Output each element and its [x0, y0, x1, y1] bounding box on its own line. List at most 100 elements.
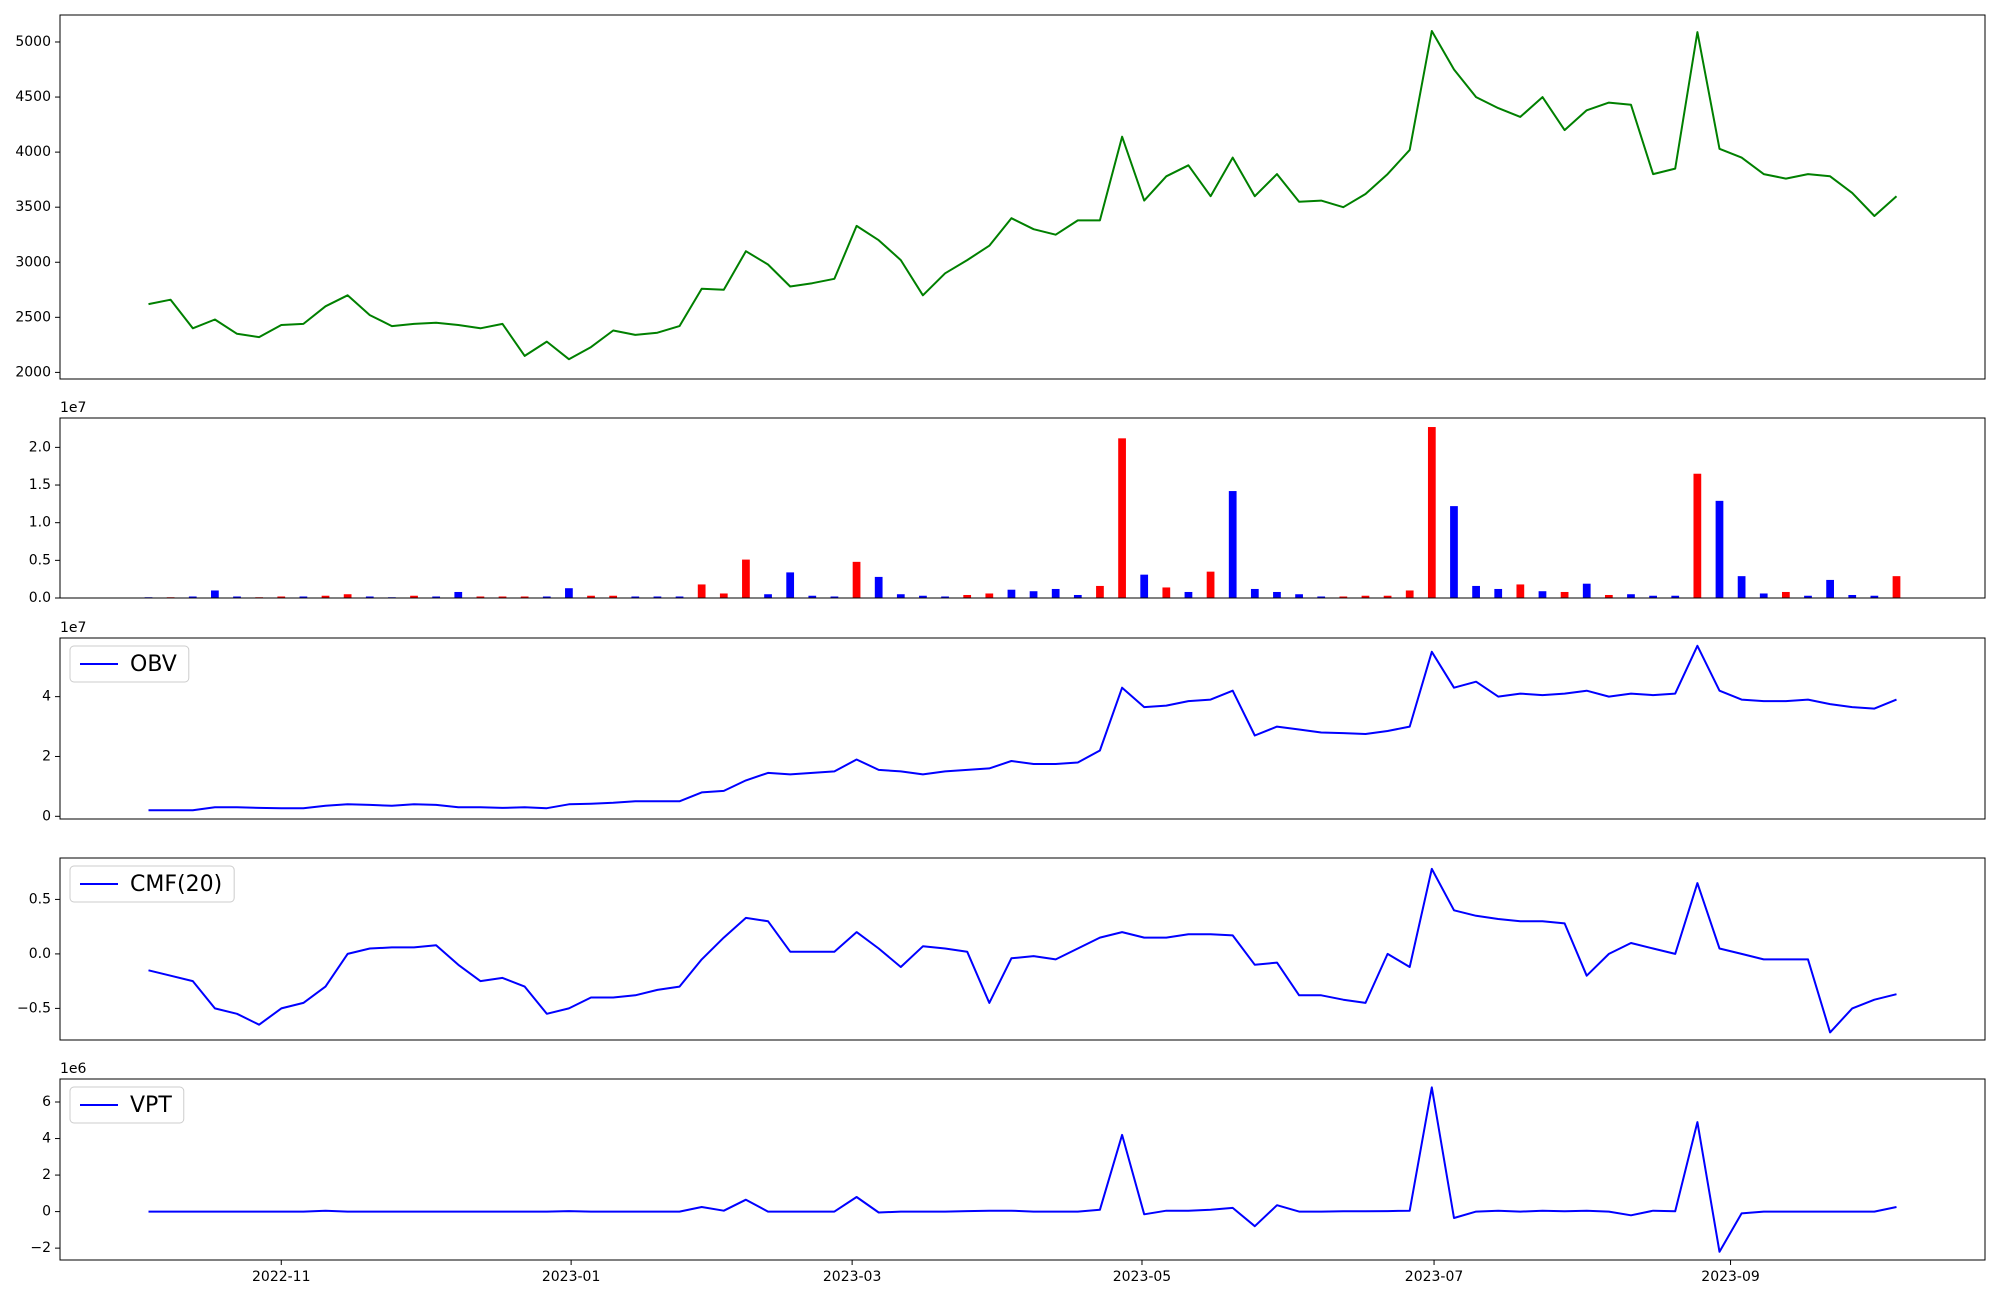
volume-bar — [1339, 596, 1348, 598]
volume-bar — [697, 584, 706, 598]
volume-bar — [1273, 591, 1281, 598]
y-tick-label: 3000 — [15, 254, 51, 270]
volume-bar — [410, 595, 418, 598]
legend-box — [69, 1086, 185, 1124]
volume-bar — [1184, 591, 1193, 598]
volume-bar — [277, 596, 286, 598]
volume-bar — [675, 596, 684, 598]
x-tick-label: 2023-01 — [542, 1269, 601, 1285]
volume-bar — [1715, 500, 1724, 598]
volume-bar — [1516, 584, 1525, 598]
y-tick-label: 0 — [42, 808, 51, 824]
y-tick-label: 0 — [42, 1204, 51, 1220]
volume-bar — [1295, 594, 1303, 598]
volume-bar — [1627, 594, 1635, 598]
volume-bar — [1848, 594, 1857, 598]
volume-bar — [963, 594, 972, 598]
volume-bar — [1228, 491, 1237, 598]
volume-bar — [742, 559, 750, 598]
volume-bar — [1892, 576, 1901, 598]
volume-bar — [1693, 473, 1702, 598]
volume-bar — [321, 595, 330, 598]
volume-bar — [1538, 591, 1547, 598]
y-tick-label: 0.5 — [29, 552, 51, 568]
legend-box — [69, 865, 235, 903]
y-tick-label: 2000 — [15, 364, 51, 380]
y-tick-label: 6 — [42, 1094, 51, 1110]
volume-bar — [852, 561, 861, 598]
volume-bar — [874, 576, 883, 598]
volume-bar — [432, 596, 441, 598]
volume-bar — [365, 596, 374, 598]
volume-bar — [1826, 579, 1834, 598]
y-tick-label: −2 — [30, 1240, 51, 1256]
volume-bar — [1781, 591, 1790, 598]
indicator-line — [148, 644, 1897, 812]
volume-bar — [1671, 595, 1680, 598]
volume-bar — [1737, 576, 1746, 598]
y-tick-label: −0.5 — [17, 1000, 51, 1016]
volume-bar — [719, 593, 728, 598]
volume-bar — [1361, 595, 1370, 598]
volume-bar — [609, 595, 618, 598]
x-tick-label: 2023-03 — [823, 1269, 882, 1285]
y-tick-label: 0.0 — [29, 590, 51, 606]
volume-bar — [211, 590, 219, 598]
legend-label: CMF(20) — [130, 872, 222, 897]
price-line — [148, 30, 1898, 361]
volume-bar — [1007, 589, 1016, 598]
volume-bar — [1450, 506, 1458, 598]
volume-bar — [919, 595, 927, 598]
volume-bar — [1759, 593, 1768, 598]
volume-bar — [941, 596, 949, 598]
volume-bar — [985, 593, 994, 598]
y-tick-label: 1.0 — [29, 515, 51, 531]
axes-frame — [59, 417, 1986, 599]
volume-bar — [1029, 591, 1038, 598]
axis-offset-label: 1e7 — [60, 620, 86, 636]
y-tick-label: 5000 — [15, 34, 51, 50]
volume-bar — [1427, 427, 1436, 598]
volume-bar — [1118, 438, 1126, 598]
y-tick-label: 2 — [42, 748, 51, 764]
x-tick-label: 2023-07 — [1405, 1269, 1464, 1285]
volume-bar — [1250, 588, 1259, 598]
volume-bar — [764, 594, 772, 598]
volume-bar — [1073, 594, 1082, 598]
y-tick-label: 2500 — [15, 309, 51, 325]
volume-bar — [498, 596, 507, 598]
axis-offset-label: 1e7 — [60, 400, 86, 416]
volume-bar — [1472, 585, 1480, 598]
volume-bar — [1317, 596, 1326, 598]
x-tick-label: 2022-11 — [252, 1269, 311, 1285]
volume-bar — [1405, 590, 1414, 598]
volume-bar — [1604, 594, 1613, 598]
volume-bar — [520, 596, 529, 598]
volume-bar — [1870, 595, 1879, 598]
volume-bar — [1649, 595, 1657, 598]
y-tick-label: 3500 — [15, 199, 51, 215]
volume-bar — [1383, 595, 1392, 598]
y-tick-label: 0.5 — [29, 891, 51, 907]
volume-bar — [233, 596, 241, 598]
volume-bar — [653, 596, 662, 598]
volume-bar — [1494, 588, 1503, 598]
volume-bar — [1140, 574, 1149, 598]
volume-bar — [1560, 591, 1569, 598]
y-tick-label: 4500 — [15, 89, 51, 105]
volume-bar — [808, 595, 817, 598]
volume-bar — [343, 594, 352, 598]
indicator-line — [148, 867, 1897, 1034]
y-tick-label: 4 — [42, 689, 51, 705]
y-tick-label: 2 — [42, 1167, 51, 1183]
axes-frame — [59, 637, 1986, 820]
volume-bar — [454, 591, 463, 598]
volume-bar — [587, 595, 595, 598]
volume-bar — [542, 596, 551, 598]
axes-frame — [59, 1078, 1986, 1261]
legend-label: OBV — [130, 652, 177, 677]
volume-bar — [1096, 585, 1104, 598]
volume-bar — [1051, 588, 1060, 598]
axes-frame — [59, 14, 1986, 380]
